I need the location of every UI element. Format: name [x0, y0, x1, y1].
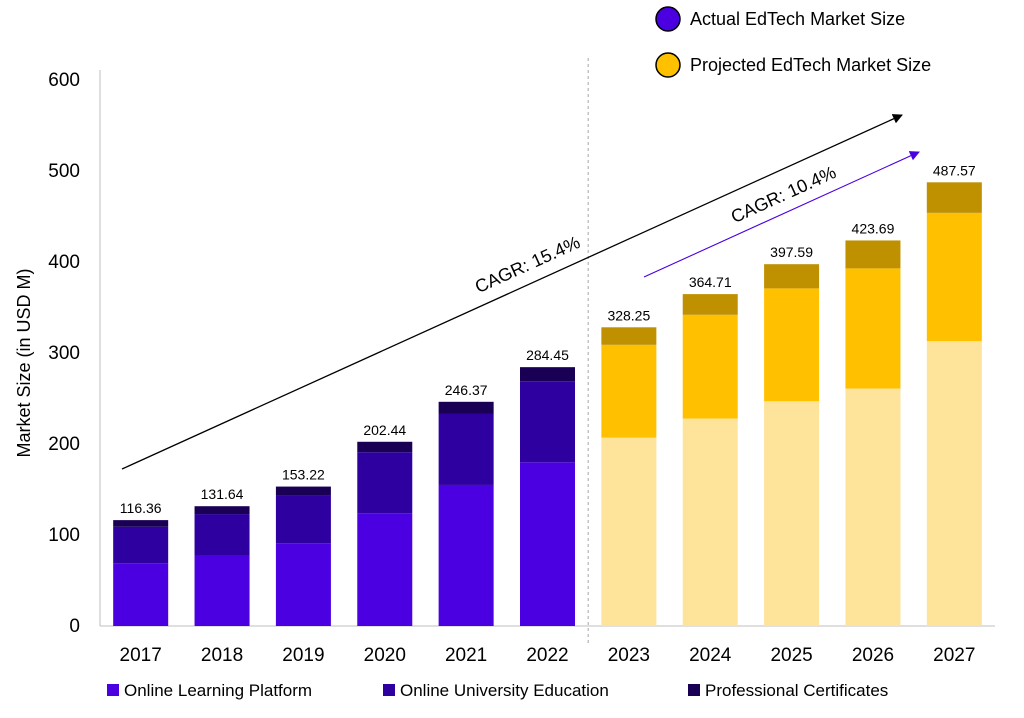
cagr-label-projected: CAGR: 10.4% [728, 162, 839, 227]
x-tick-label: 2024 [689, 645, 732, 666]
x-tick-label: 2018 [201, 645, 243, 666]
bar-segment-3 [275, 486, 331, 496]
bar-segment-1 [194, 555, 250, 626]
legend-bottom-label: Online Learning Platform [124, 681, 312, 700]
x-tick-label: 2022 [526, 645, 568, 666]
y-tick-label: 300 [48, 343, 80, 364]
bar-segment-1 [520, 462, 575, 626]
bar-segment-2 [682, 314, 738, 419]
total-label: 397.59 [770, 244, 813, 260]
legend-top-label: Projected EdTech Market Size [690, 55, 931, 75]
total-label: 487.57 [933, 162, 976, 178]
bar-segment-3 [601, 327, 657, 345]
y-tick-label: 400 [48, 252, 80, 273]
legend-bottom-label: Online University Education [400, 681, 609, 700]
bar-segment-3 [194, 506, 250, 515]
x-tick-label: 2025 [770, 645, 812, 666]
total-label: 246.37 [445, 382, 488, 398]
y-tick-label: 500 [48, 161, 80, 182]
bar-segment-1 [357, 513, 413, 626]
bar-segment-1 [275, 543, 331, 626]
data-labels: 116.36 131.64 153.22 202.44 246.37 284.45 328.… [120, 162, 976, 516]
x-tick-label: 2017 [120, 645, 162, 666]
bar-segment-3 [926, 182, 982, 213]
bar-segment-3 [764, 264, 820, 289]
y-tick-label: 100 [48, 525, 80, 546]
bar-segment-2 [113, 526, 169, 564]
bar-segment-2 [275, 495, 331, 544]
cagr-arrow-projected [643, 151, 920, 278]
cagr-arrow-overall [121, 114, 903, 470]
legend-bottom-marker [383, 684, 395, 696]
bar-segment-1 [926, 341, 982, 626]
bar-segment-1 [438, 484, 494, 626]
legend-top-marker [655, 6, 681, 32]
bar-segment-2 [357, 452, 413, 514]
legend-top-label: Actual EdTech Market Size [690, 9, 905, 29]
legend-top-marker [655, 52, 681, 78]
bar-segment-3 [113, 520, 169, 527]
bar-segment-3 [682, 294, 738, 315]
total-label: 116.36 [120, 500, 162, 516]
bar-segment-2 [438, 413, 494, 485]
bar-segment-1 [113, 563, 169, 626]
bars [113, 182, 982, 626]
bar-segment-2 [764, 288, 820, 402]
x-tick-label: 2027 [933, 645, 975, 666]
cagr-label-overall: CAGR: 15.4% [472, 232, 583, 297]
total-label: 364.71 [689, 274, 732, 290]
x-tick-label: 2023 [608, 645, 650, 666]
bar-segment-2 [845, 268, 901, 389]
bar-segment-1 [764, 401, 820, 626]
total-label: 284.45 [526, 347, 569, 363]
total-label: 153.22 [282, 467, 325, 483]
total-label: 131.64 [201, 486, 244, 502]
bar-segment-2 [601, 344, 657, 438]
x-tick-label: 2019 [282, 645, 324, 666]
bar-segment-1 [601, 437, 657, 626]
y-tick-label: 0 [69, 616, 80, 637]
x-tick-label: 2020 [364, 645, 406, 666]
axes: 0 100 200 300 400 500 600 Market Size (in USD M… [14, 58, 995, 666]
y-axis-title: Market Size (in USD M) [14, 268, 34, 457]
bar-segment-1 [845, 388, 901, 626]
legend-bottom-marker [688, 684, 700, 696]
y-tick-label: 200 [48, 434, 80, 455]
bar-segment-3 [357, 441, 413, 453]
bar-segment-3 [845, 240, 901, 269]
x-tick-label: 2021 [445, 645, 487, 666]
x-tick-label: 2026 [852, 645, 894, 666]
bar-segment-1 [682, 418, 738, 626]
total-label: 328.25 [607, 307, 650, 323]
legend-bottom-label: Professional Certificates [705, 681, 888, 700]
bar-segment-3 [438, 401, 494, 414]
total-label: 423.69 [852, 220, 895, 236]
bar-segment-3 [520, 367, 575, 382]
legends: Actual EdTech Market Size Projected EdTec… [107, 6, 931, 700]
bar-segment-2 [520, 381, 575, 463]
total-label: 202.44 [363, 422, 406, 438]
y-tick-label: 600 [48, 70, 80, 91]
bar-segment-2 [926, 212, 982, 342]
legend-bottom-marker [107, 684, 119, 696]
bar-segment-2 [194, 514, 250, 556]
